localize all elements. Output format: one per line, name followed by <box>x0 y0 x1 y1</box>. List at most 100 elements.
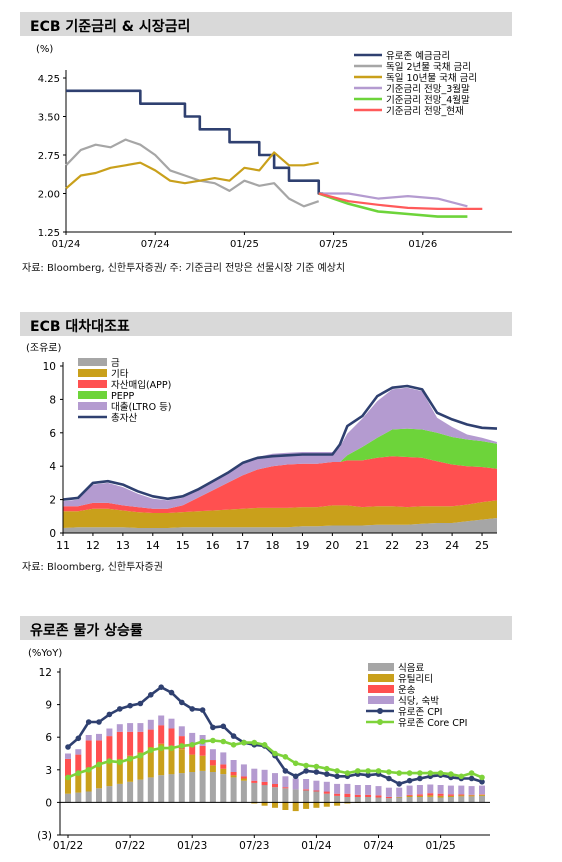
bar-food <box>178 773 185 803</box>
y-axis-unit: (%YoY) <box>28 648 62 659</box>
series-point-core <box>448 771 454 777</box>
bar-food <box>168 774 175 803</box>
bar-restaurant <box>230 760 237 772</box>
bar-food <box>375 797 382 803</box>
series-point-core <box>85 767 92 773</box>
bar-food <box>354 797 361 803</box>
chart2-title: ECB 대차대조표 <box>30 319 130 335</box>
area-pepp <box>63 428 497 509</box>
series-point-core <box>292 760 299 767</box>
series-point-cpi <box>334 773 340 780</box>
bar-restaurant <box>85 735 92 741</box>
chart3-title: 유로존 물가 상승률 <box>30 623 143 639</box>
series-point-core <box>386 769 392 775</box>
series-point-core <box>355 768 361 774</box>
bar-util <box>240 778 247 781</box>
bar-util <box>85 767 92 792</box>
x-tick-label: 17 <box>236 539 250 552</box>
bar-restaurant <box>447 785 454 795</box>
legend-swatch-food <box>368 663 394 671</box>
y-axis-unit: (%) <box>36 44 53 55</box>
legend-swatch-other <box>78 369 107 377</box>
bar-util <box>209 765 216 772</box>
bar-food <box>240 780 247 803</box>
bar-food <box>344 797 351 803</box>
bar-restaurant <box>147 719 154 730</box>
series-point-core <box>189 742 195 748</box>
bar-restaurant <box>334 783 341 794</box>
x-tick-label: 21 <box>355 539 369 552</box>
x-tick-label: 18 <box>266 539 280 552</box>
bar-food <box>199 770 206 803</box>
bar-food <box>334 795 341 803</box>
bar-util <box>230 775 237 778</box>
legend-label-transport: 운송 <box>398 685 416 696</box>
series-point-core <box>241 739 247 746</box>
bar-transport <box>458 794 465 796</box>
y-tick-label: 3 <box>45 765 52 777</box>
legend-label-de10y: 독일 10년물 국채 금리 <box>386 73 477 84</box>
series-point-core <box>468 770 475 776</box>
series-point-cpi <box>199 707 206 713</box>
y-tick-label: (3) <box>37 830 52 842</box>
series-point-cpi <box>386 775 392 782</box>
series-line-deposit <box>66 89 324 195</box>
bar-util <box>178 749 185 774</box>
bar-food <box>85 791 92 803</box>
bar-restaurant <box>96 733 102 741</box>
bar-food <box>385 798 392 803</box>
series-point-cpi <box>158 684 164 690</box>
bar-util <box>406 795 413 797</box>
area-ltro <box>63 387 497 509</box>
bar-util <box>458 795 465 797</box>
bar-restaurant <box>468 786 475 795</box>
bar-restaurant <box>251 768 258 781</box>
series-line-total <box>62 384 498 501</box>
y-tick-label: 4.25 <box>38 74 60 85</box>
bar-restaurant <box>209 749 216 761</box>
series-point-core <box>75 770 82 776</box>
legend-label-deposit: 유로존 예금금리 <box>386 51 450 62</box>
legend-swatch-transport <box>368 685 394 693</box>
bar-transport <box>178 736 185 750</box>
series-point-cpi <box>230 733 237 739</box>
series-point-core <box>458 773 465 780</box>
x-tick-label: 24 <box>445 539 459 552</box>
bar-restaurant <box>365 785 372 795</box>
bar-transport <box>147 729 154 747</box>
bar-restaurant <box>282 776 289 788</box>
series-point-cpi <box>117 706 123 712</box>
legend-label-other: 기타 <box>111 369 129 380</box>
bar-util <box>168 745 175 775</box>
x-tick-label: 01/22 <box>53 840 83 852</box>
series-point-cpi <box>210 724 216 731</box>
series-point-core <box>148 747 154 753</box>
series-point-cpi <box>396 781 403 787</box>
series-point-cpi <box>106 711 113 718</box>
legend-label-restaurant: 식당, 숙박 <box>398 696 439 707</box>
x-tick-label: 07/23 <box>239 840 269 852</box>
bar-food <box>189 772 196 803</box>
bar-restaurant <box>106 728 113 737</box>
chart1-title: ECB 기준금리 & 시장금리 <box>30 19 191 35</box>
bar-util <box>96 765 102 789</box>
series-point-core <box>179 743 185 749</box>
legend-label-app: 자산매입(APP) <box>111 379 171 391</box>
series-point-core <box>261 742 268 748</box>
x-tick-label: 07/22 <box>115 840 145 852</box>
bar-restaurant <box>75 749 82 755</box>
x-tick-label: 20 <box>325 539 339 552</box>
bar-transport <box>437 793 444 796</box>
series-point-cpi <box>313 769 320 775</box>
bar-food <box>458 796 465 803</box>
legend-label-food: 식음료 <box>398 663 424 674</box>
legend-label-cpi: 유로존 CPI <box>398 707 442 718</box>
bar-transport <box>158 725 165 744</box>
series-point-cpi <box>479 779 485 785</box>
bar-restaurant <box>189 732 196 744</box>
series-point-core <box>272 750 278 757</box>
bar-food <box>261 785 268 803</box>
bar-food <box>96 788 102 803</box>
series-line-de2y <box>65 138 320 208</box>
